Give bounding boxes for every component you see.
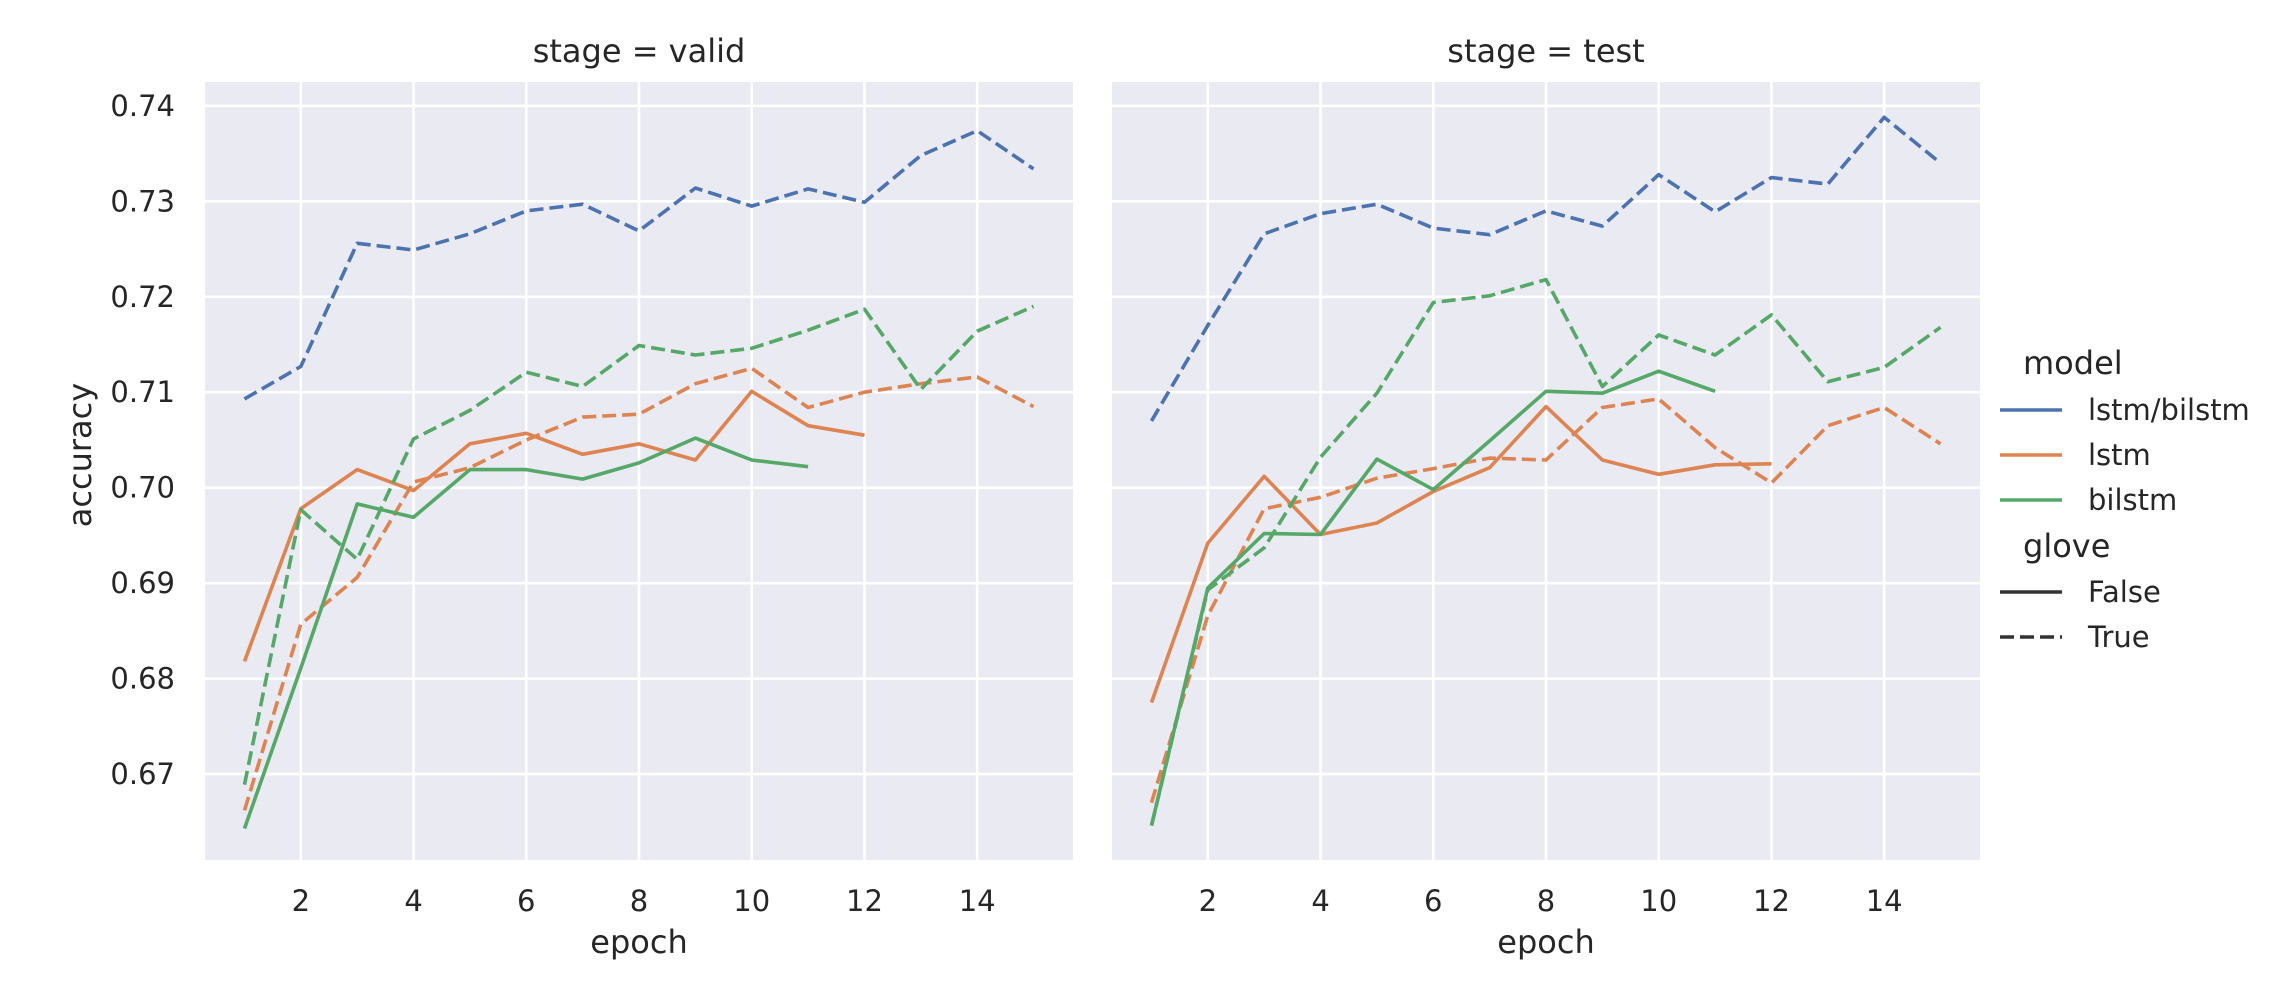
y-tick-label: 0.72 <box>110 280 175 314</box>
y-tick-label: 0.67 <box>110 757 175 791</box>
x-tick-label: 4 <box>404 884 422 918</box>
y-tick-label: 0.71 <box>110 375 175 409</box>
series-line-lstm-bilstm-glove-true <box>243 128 1035 401</box>
series-line-lstm-glove-false <box>1149 404 1772 704</box>
y-tick-label: 0.73 <box>110 184 175 218</box>
x-tick-label: 12 <box>846 884 883 918</box>
y-tick-label: 0.69 <box>110 566 175 600</box>
series-line-bilstm-glove-true <box>242 304 1035 785</box>
x-tick-label: 2 <box>1199 884 1217 918</box>
series-line-lstm-glove-true <box>1149 397 1942 804</box>
panel-test: 2 4 6 8 10 12 14 stage = test epoch <box>1112 32 1980 961</box>
series-line-lstm-glove-true <box>242 366 1035 811</box>
panel-title: stage = test <box>1447 32 1644 70</box>
y-tick-label: 0.70 <box>110 471 175 505</box>
y-tick-label: 0.68 <box>110 662 175 696</box>
x-tick-label: 4 <box>1311 884 1329 918</box>
legend: model lstm/bilstm lstm bilstm glove False True <box>2000 344 2250 654</box>
series-line-bilstm-glove-false <box>242 436 809 830</box>
series-line-lstm-glove-false <box>242 389 865 663</box>
x-tick-label: 6 <box>517 884 535 918</box>
legend-title-model: model <box>2023 344 2123 382</box>
panel-title: stage = valid <box>533 32 746 70</box>
x-axis-label: epoch <box>590 923 687 961</box>
y-axis-label: accuracy <box>61 383 99 527</box>
series-line-bilstm-glove-true <box>1149 277 1942 827</box>
panels: 2 4 6 8 10 12 14 0.67 0.68 0.69 0.70 0.71 0.72 0.73 0.… <box>110 32 1980 961</box>
x-tick-label: 8 <box>630 884 648 918</box>
x-tick-label: 2 <box>292 884 310 918</box>
x-tick-label: 6 <box>1424 884 1442 918</box>
y-tick-label: 0.74 <box>110 89 175 123</box>
legend-item-label: lstm/bilstm <box>2088 393 2250 427</box>
x-tick-label: 10 <box>1640 884 1677 918</box>
panel-valid: 2 4 6 8 10 12 14 0.67 0.68 0.69 0.70 0.71 0.72 0.73 0.… <box>110 32 1073 961</box>
legend-title-glove: glove <box>2023 527 2110 565</box>
series-line-lstm-bilstm-glove-true <box>1149 115 1942 422</box>
x-tick-label: 14 <box>1866 884 1903 918</box>
legend-item-label: True <box>2087 620 2150 654</box>
x-tick-label: 10 <box>733 884 770 918</box>
x-tick-label: 14 <box>959 884 996 918</box>
series-line-bilstm-glove-false <box>1149 369 1716 827</box>
x-axis-label: epoch <box>1497 923 1594 961</box>
x-tick-label: 12 <box>1753 884 1790 918</box>
legend-item-label: False <box>2088 575 2161 609</box>
legend-item-label: bilstm <box>2088 483 2177 517</box>
x-tick-label: 8 <box>1537 884 1555 918</box>
legend-item-label: lstm <box>2088 438 2151 472</box>
